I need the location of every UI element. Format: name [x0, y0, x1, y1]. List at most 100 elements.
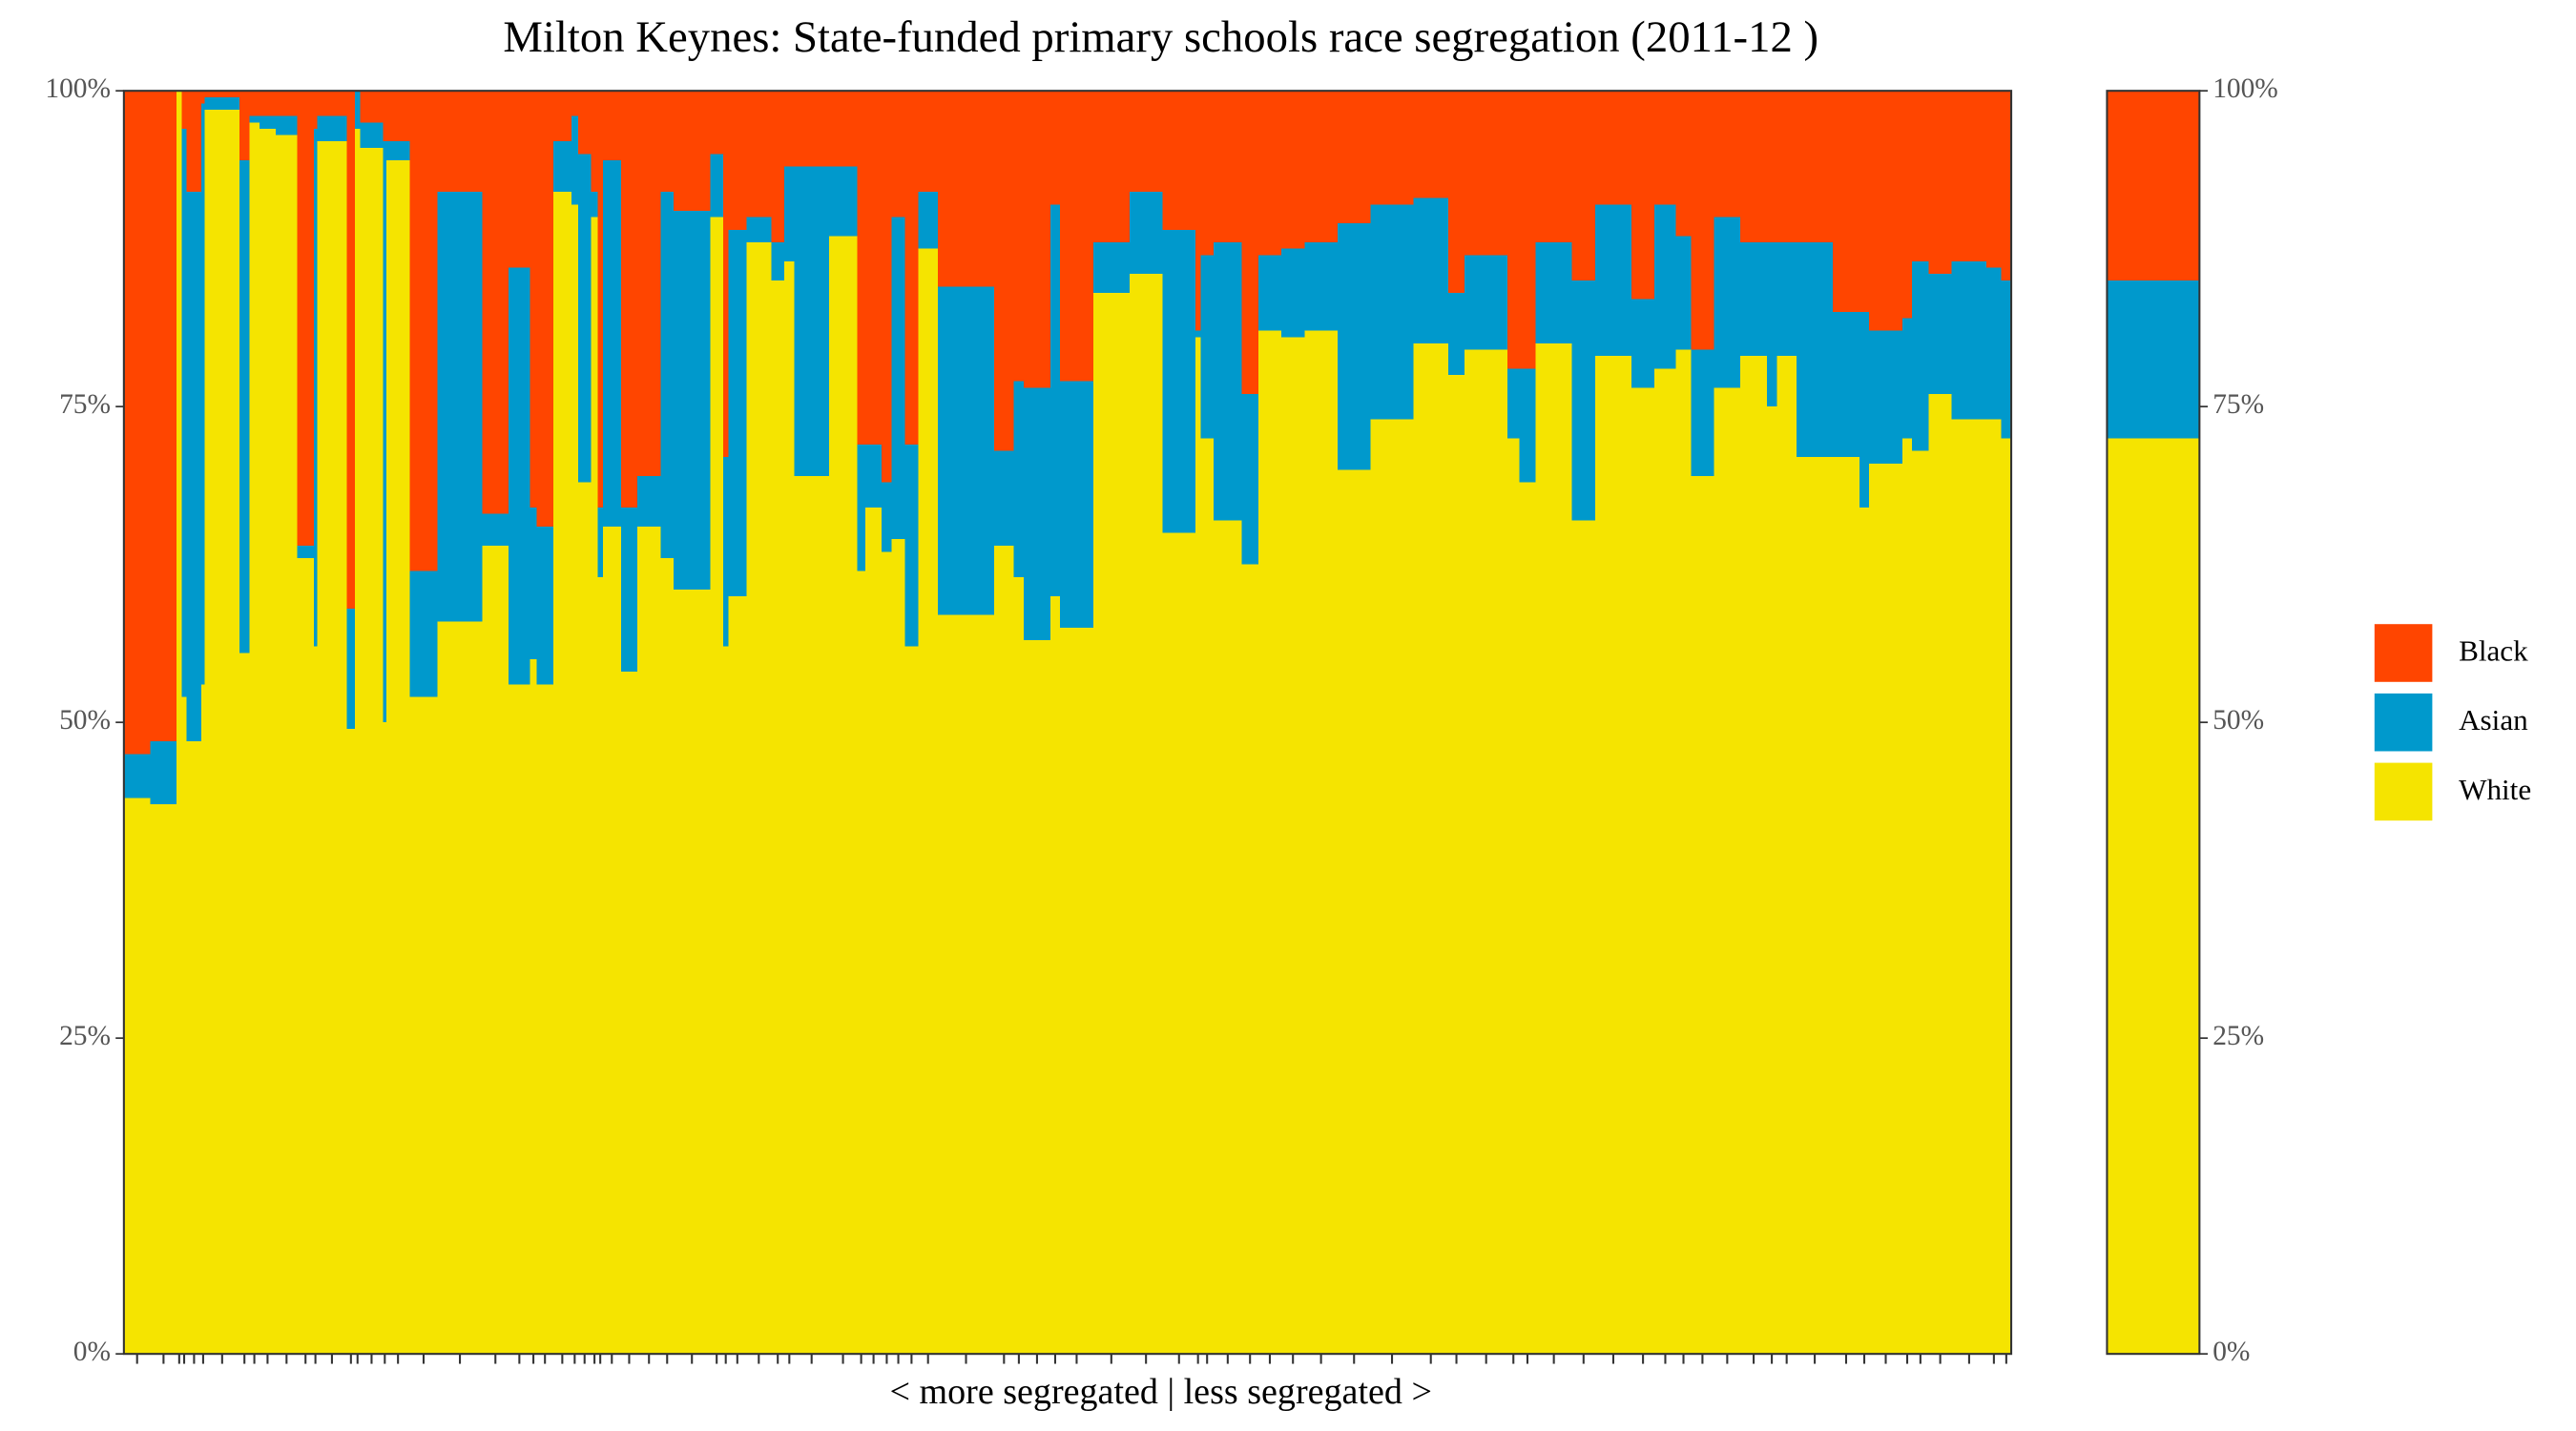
- y2-tick-label: 50%: [2212, 705, 2264, 736]
- bar-segment: [1195, 330, 1201, 338]
- bar-segment: [1413, 197, 1448, 343]
- bar-segment: [346, 91, 356, 610]
- bar-segment: [591, 192, 598, 218]
- bar-segment: [313, 646, 318, 1355]
- bar-segment: [1060, 627, 1093, 1355]
- bar-segment: [297, 545, 314, 559]
- bar-segment: [276, 115, 298, 135]
- bar-segment: [1241, 393, 1258, 565]
- bar-segment: [1869, 330, 1902, 464]
- bar-segment: [882, 551, 892, 1355]
- bar-segment: [383, 91, 387, 142]
- bar-segment: [1797, 457, 1834, 1355]
- bar-segment: [597, 91, 603, 508]
- bar-segment: [728, 91, 747, 230]
- bar-segment: [1214, 520, 1242, 1355]
- bar-segment: [1631, 387, 1655, 1355]
- bar-segment: [239, 653, 250, 1355]
- bar-segment: [710, 217, 724, 1355]
- bar-segment: [276, 91, 298, 116]
- bar-segment: [1833, 311, 1859, 458]
- bar-segment: [1507, 91, 1520, 369]
- bar-segment: [259, 128, 277, 1355]
- bar-segment: [620, 508, 638, 673]
- bar-segment: [530, 658, 537, 1355]
- bar-segment: [1049, 595, 1061, 1355]
- bar-segment: [771, 280, 785, 1355]
- bar-segment: [637, 526, 661, 1355]
- bar-segment: [828, 236, 858, 1355]
- bar-segment: [674, 210, 711, 591]
- bar-segment: [186, 192, 202, 742]
- bar-segment: [1024, 91, 1050, 388]
- bar-segment: [1370, 419, 1414, 1355]
- bar-segment: [1200, 255, 1215, 439]
- bar-segment: [1519, 482, 1536, 1355]
- bar-segment: [864, 508, 883, 1355]
- y-tick-label: 100%: [45, 73, 111, 104]
- bar-segment: [1413, 342, 1448, 1355]
- bar-segment: [674, 91, 711, 211]
- bar-segment: [1413, 91, 1448, 198]
- bar-segment: [1986, 91, 2002, 268]
- bar-segment: [571, 91, 578, 116]
- bar-segment: [355, 128, 361, 1355]
- bar-segment: [784, 166, 795, 261]
- bar-segment: [597, 508, 603, 577]
- bar-segment: [1901, 91, 1913, 319]
- bar-segment: [828, 166, 858, 237]
- bar-segment: [1928, 274, 1952, 394]
- bar-segment: [313, 91, 318, 129]
- bar-segment: [1049, 91, 1061, 205]
- bar-segment: [1257, 255, 1282, 331]
- bar-segment: [1535, 242, 1572, 343]
- bar-segment: [1370, 204, 1414, 420]
- bar-segment: [1776, 91, 1797, 243]
- bar-segment: [437, 621, 483, 1355]
- bar-segment: [150, 91, 177, 742]
- bar-segment: [1337, 91, 1371, 224]
- bar-segment: [1912, 260, 1929, 451]
- bar-segment: [857, 570, 865, 1355]
- legend-label: Black: [2459, 634, 2528, 668]
- bar-segment: [938, 91, 994, 287]
- bar-segment: [530, 91, 537, 508]
- bar-segment: [1337, 223, 1371, 470]
- bar-segment: [1060, 91, 1093, 382]
- bar-segment: [1519, 368, 1536, 483]
- bar-segment: [186, 741, 202, 1355]
- bar-segment: [882, 91, 892, 483]
- bar-segment: [386, 91, 410, 142]
- bar-segment: [123, 91, 151, 755]
- legend-swatch: [2371, 759, 2436, 824]
- bar-segment: [1535, 342, 1572, 1355]
- overall-segment: [2107, 91, 2200, 280]
- bar-segment: [1675, 236, 1692, 350]
- bar-segment: [1594, 91, 1631, 205]
- bar-segment: [1129, 91, 1163, 193]
- legend-swatch: [2371, 620, 2436, 686]
- bar-segment: [1571, 280, 1595, 521]
- bar-segment: [1129, 274, 1163, 1355]
- bar-segment: [2001, 280, 2012, 439]
- bar-segment: [355, 91, 361, 129]
- bar-segment: [239, 91, 250, 161]
- y-tick-label: 0%: [73, 1337, 111, 1367]
- bar-segment: [1092, 242, 1130, 294]
- bar-segment: [1859, 311, 1870, 508]
- bar-segment: [728, 229, 747, 596]
- bar-segment: [2001, 91, 2012, 280]
- bar-segment: [577, 482, 592, 1355]
- bar-segment: [1654, 204, 1676, 369]
- bar-segment: [864, 91, 883, 445]
- bar-segment: [201, 91, 205, 104]
- bar-segment: [346, 609, 356, 729]
- bar-segment: [1631, 91, 1655, 300]
- bar-segment: [1951, 91, 1987, 261]
- bar-segment: [409, 696, 438, 1355]
- bar-segment: [728, 595, 747, 1355]
- bar-segment: [1092, 293, 1130, 1355]
- bar-segment: [571, 115, 578, 205]
- bar-segment: [1507, 368, 1520, 439]
- bar-segment: [620, 91, 638, 508]
